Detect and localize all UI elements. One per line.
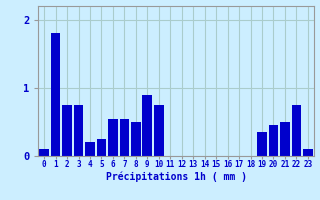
Bar — [108, 118, 118, 156]
Bar — [268, 125, 278, 156]
Bar — [292, 105, 301, 156]
Bar — [154, 105, 164, 156]
Bar — [120, 118, 129, 156]
Bar — [62, 105, 72, 156]
Bar — [280, 122, 290, 156]
Bar — [131, 122, 141, 156]
Bar — [85, 142, 95, 156]
Bar — [142, 95, 152, 156]
X-axis label: Précipitations 1h ( mm ): Précipitations 1h ( mm ) — [106, 172, 246, 182]
Bar — [74, 105, 84, 156]
Bar — [97, 139, 106, 156]
Bar — [303, 149, 313, 156]
Bar — [39, 149, 49, 156]
Bar — [257, 132, 267, 156]
Bar — [51, 33, 60, 156]
